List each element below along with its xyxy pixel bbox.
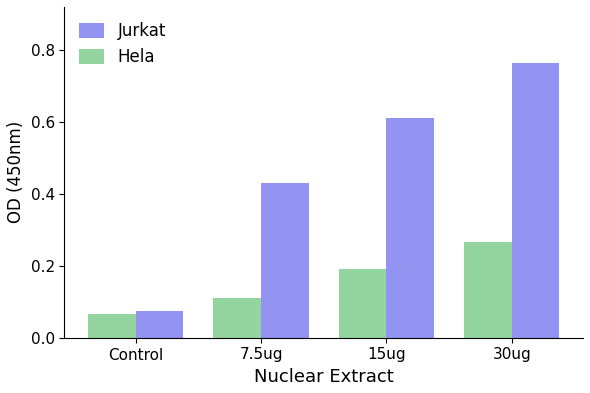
Legend: Jurkat, Hela: Jurkat, Hela [73,15,173,73]
Bar [88,314,136,338]
X-axis label: Nuclear Extract: Nuclear Extract [254,368,394,386]
Bar [261,183,309,338]
Bar [136,311,183,338]
Bar [339,270,386,338]
Bar [386,118,434,338]
Bar [464,242,512,338]
Bar [214,298,261,338]
Bar [512,62,559,338]
Y-axis label: OD (450nm): OD (450nm) [7,121,25,224]
